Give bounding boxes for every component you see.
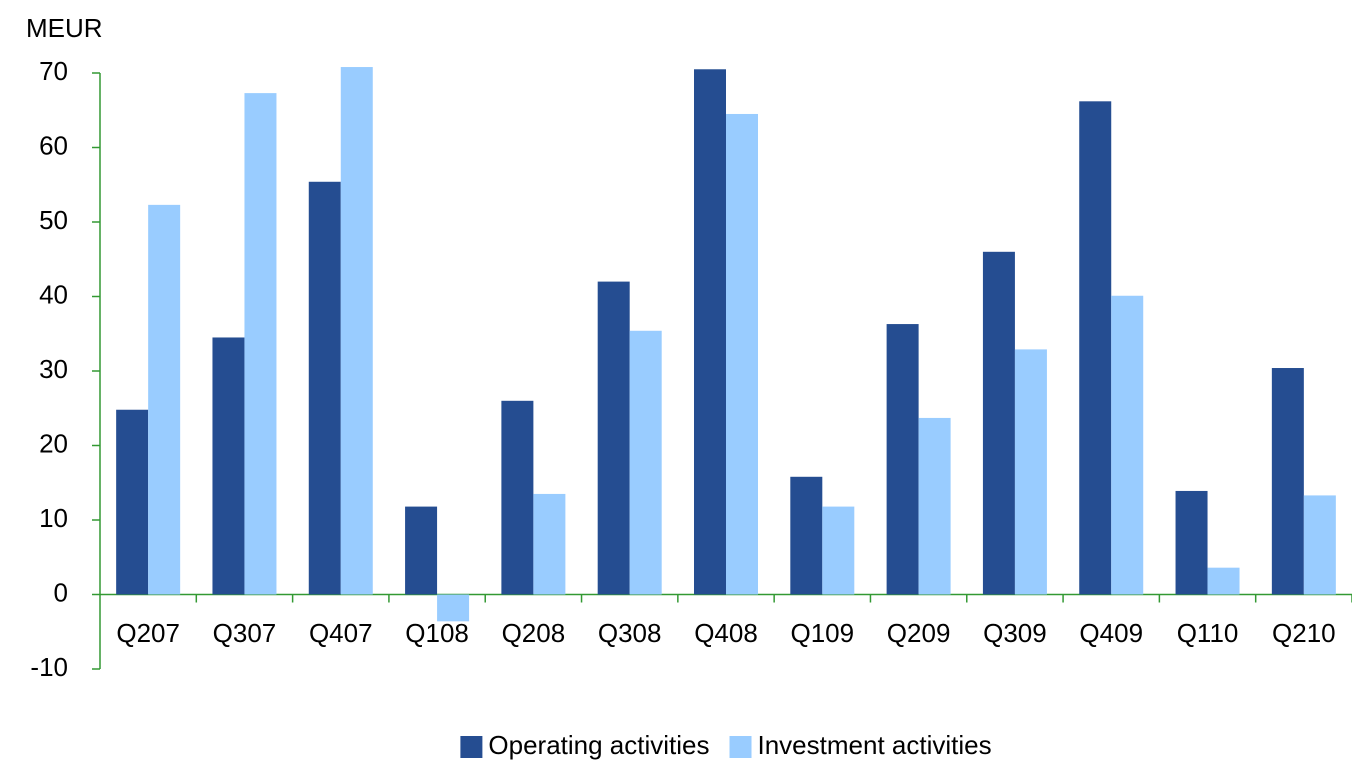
y-tick-label: 30: [39, 354, 68, 384]
x-tick-label: Q308: [598, 618, 662, 648]
y-tick-label: 20: [39, 428, 68, 458]
x-tick-label: Q209: [887, 618, 951, 648]
x-tick-label: Q407: [309, 618, 373, 648]
y-tick-label: 60: [39, 130, 68, 160]
y-axis-label: MEUR: [26, 13, 103, 43]
y-tick-label: -10: [30, 652, 68, 682]
bar: [116, 409, 149, 595]
x-tick-label: Q210: [1272, 618, 1336, 648]
legend-swatch: [460, 736, 483, 758]
bar: [597, 281, 630, 595]
bar: [629, 330, 662, 595]
bar: [1111, 295, 1144, 595]
bar: [308, 181, 341, 595]
bar: [1303, 495, 1336, 595]
x-tick-label: Q409: [1079, 618, 1143, 648]
bar: [822, 506, 855, 595]
y-tick-label: 70: [39, 56, 68, 86]
legend: Operating activities Investment activitie…: [460, 730, 992, 760]
bar: [405, 506, 438, 595]
legend-label: Investment activities: [758, 730, 992, 760]
bar: [340, 67, 373, 595]
y-tick-label: 0: [54, 577, 68, 607]
bar: [244, 93, 277, 595]
bar: [501, 400, 534, 595]
x-tick-label: Q110: [1177, 618, 1239, 648]
y-tick-label: 10: [39, 503, 68, 533]
x-tick-label: Q108: [405, 618, 469, 648]
bar: [1207, 567, 1240, 595]
bar: [982, 251, 1015, 595]
bar: [533, 493, 566, 595]
bar: [790, 476, 823, 595]
bar: [1014, 349, 1047, 595]
bar: [694, 69, 726, 595]
x-tick-label: Q208: [502, 618, 566, 648]
x-tick-label: Q109: [791, 618, 855, 648]
bar: [918, 417, 951, 595]
x-tick-label: Q309: [983, 618, 1047, 648]
legend-swatch: [729, 736, 752, 758]
bar: [1079, 101, 1112, 595]
bar: [212, 337, 245, 595]
bar: [726, 113, 758, 595]
bar: [437, 594, 470, 622]
bar: [1175, 490, 1208, 595]
x-tick-label: Q408: [694, 618, 758, 648]
x-tick-label: Q307: [213, 618, 277, 648]
y-tick-label: 50: [39, 205, 68, 235]
bar: [148, 204, 181, 595]
bar: [886, 324, 919, 595]
x-tick-label: Q207: [116, 618, 180, 648]
y-tick-label: 40: [39, 279, 68, 309]
bar: [1271, 368, 1304, 595]
legend-label: Operating activities: [488, 730, 709, 760]
